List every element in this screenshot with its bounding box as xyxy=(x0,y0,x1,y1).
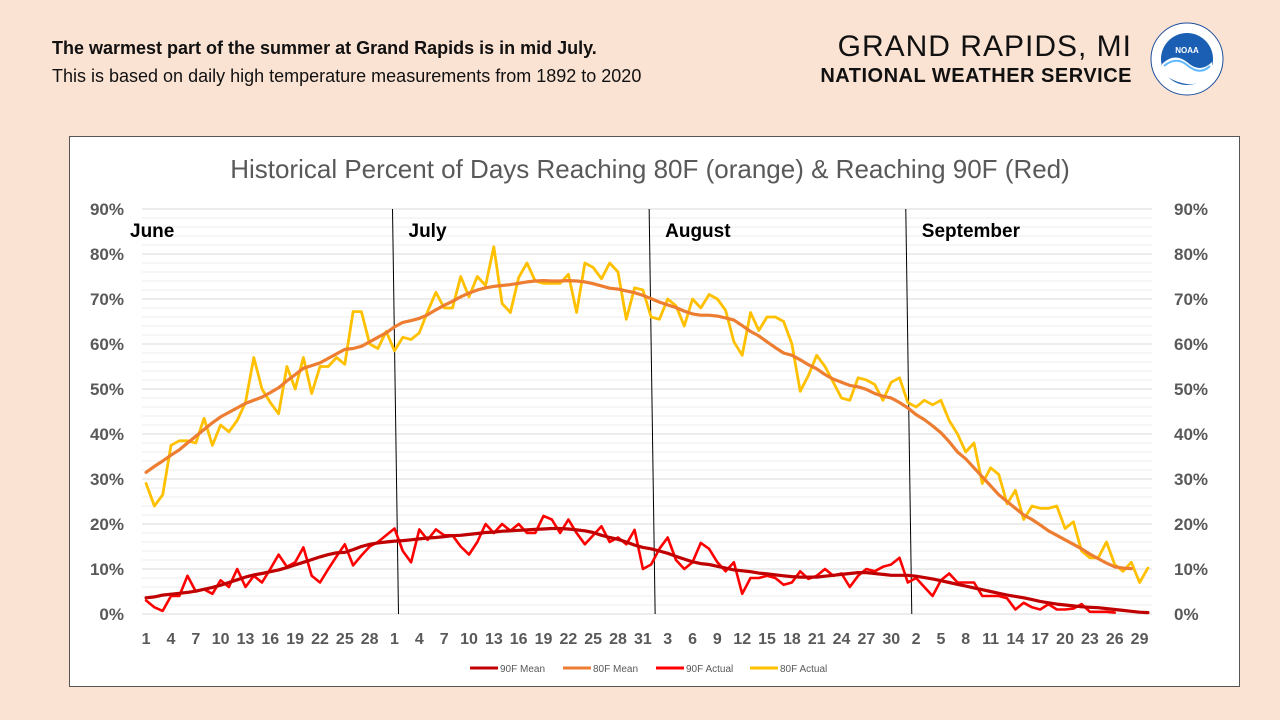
month-divider xyxy=(648,208,656,615)
y-tick-label-right: 40% xyxy=(1174,425,1208,444)
y-tick-label-right: 20% xyxy=(1174,515,1208,534)
x-tick-label: 1 xyxy=(142,631,151,648)
x-tick-label: 19 xyxy=(286,631,304,648)
month-divider xyxy=(905,208,913,615)
y-tick-label-right: 0% xyxy=(1174,605,1199,624)
month-label: September xyxy=(922,221,1021,242)
x-tick-label: 2 xyxy=(912,631,921,648)
legend-label: 80F Actual xyxy=(780,664,827,675)
temperature-chart: Historical Percent of Days Reaching 80F … xyxy=(90,154,1208,675)
y-tick-label-left: 10% xyxy=(90,560,124,579)
y-tick-label-left: 40% xyxy=(90,425,124,444)
x-tick-label: 13 xyxy=(485,631,503,648)
legend-label: 90F Actual xyxy=(686,664,733,675)
y-tick-label-left: 50% xyxy=(90,380,124,399)
legend-label: 90F Mean xyxy=(500,664,545,675)
noaa-logo: NOAA xyxy=(1150,22,1224,96)
x-tick-label: 10 xyxy=(212,631,230,648)
y-tick-label-left: 20% xyxy=(90,515,124,534)
x-tick-label: 7 xyxy=(440,631,449,648)
y-tick-label-left: 70% xyxy=(90,290,124,309)
x-tick-label: 18 xyxy=(783,631,801,648)
chart-title: Historical Percent of Days Reaching 80F … xyxy=(230,154,1070,184)
y-tick-label-right: 90% xyxy=(1174,200,1208,219)
legend-label: 80F Mean xyxy=(593,664,638,675)
x-tick-label: 22 xyxy=(559,631,577,648)
office-name: GRAND RAPIDS, MI xyxy=(837,30,1132,63)
y-tick-label-right: 70% xyxy=(1174,290,1208,309)
logo-text: NOAA xyxy=(1175,46,1199,55)
chart-panel: Historical Percent of Days Reaching 80F … xyxy=(69,136,1240,687)
x-tick-label: 12 xyxy=(733,631,751,648)
series-line-90f-actual xyxy=(144,514,1116,614)
x-tick-label: 19 xyxy=(535,631,553,648)
y-tick-label-left: 60% xyxy=(90,335,124,354)
x-tick-label: 20 xyxy=(1056,631,1074,648)
month-divider xyxy=(392,208,399,615)
y-tick-label-right: 80% xyxy=(1174,245,1208,264)
x-tick-label: 5 xyxy=(936,631,945,648)
subtitle: This is based on daily high temperature … xyxy=(52,66,642,86)
x-tick-label: 4 xyxy=(415,631,424,648)
headline: The warmest part of the summer at Grand … xyxy=(52,38,597,58)
y-tick-label-left: 30% xyxy=(90,470,124,489)
month-label: August xyxy=(665,221,731,242)
x-tick-label: 27 xyxy=(857,631,875,648)
x-tick-label: 4 xyxy=(167,631,176,648)
x-tick-label: 29 xyxy=(1131,631,1149,648)
x-tick-label: 10 xyxy=(460,631,478,648)
x-tick-label: 16 xyxy=(261,631,279,648)
x-tick-label: 26 xyxy=(1106,631,1124,648)
y-tick-label-right: 50% xyxy=(1174,380,1208,399)
y-tick-label-right: 30% xyxy=(1174,470,1208,489)
x-tick-label: 28 xyxy=(361,631,379,648)
organization-name: NATIONAL WEATHER SERVICE xyxy=(820,65,1132,87)
x-tick-label: 28 xyxy=(609,631,627,648)
x-tick-label: 15 xyxy=(758,631,776,648)
x-tick-label: 24 xyxy=(833,631,851,648)
x-tick-label: 30 xyxy=(882,631,900,648)
x-tick-label: 14 xyxy=(1007,631,1025,648)
x-tick-label: 6 xyxy=(688,631,697,648)
y-tick-label-right: 10% xyxy=(1174,560,1208,579)
x-tick-label: 23 xyxy=(1081,631,1099,648)
series-line-80f-mean xyxy=(144,279,1133,571)
series-line-90f-mean xyxy=(144,526,1150,615)
y-tick-label-left: 80% xyxy=(90,245,124,264)
x-tick-label: 25 xyxy=(584,631,602,648)
x-tick-label: 25 xyxy=(336,631,354,648)
x-tick-label: 7 xyxy=(191,631,200,648)
month-label: July xyxy=(409,221,447,242)
y-tick-label-left: 0% xyxy=(99,605,124,624)
x-tick-label: 13 xyxy=(237,631,255,648)
x-tick-label: 31 xyxy=(634,631,652,648)
x-tick-label: 16 xyxy=(510,631,528,648)
x-tick-label: 11 xyxy=(982,631,999,648)
y-tick-label-right: 60% xyxy=(1174,335,1208,354)
x-tick-label: 1 xyxy=(390,631,399,648)
x-tick-label: 21 xyxy=(808,631,826,648)
month-label: June xyxy=(130,221,174,242)
x-tick-label: 9 xyxy=(713,631,722,648)
y-tick-label-left: 90% xyxy=(90,200,124,219)
x-tick-label: 22 xyxy=(311,631,329,648)
x-tick-label: 3 xyxy=(663,631,672,648)
x-tick-label: 8 xyxy=(961,631,970,648)
x-tick-label: 17 xyxy=(1031,631,1049,648)
